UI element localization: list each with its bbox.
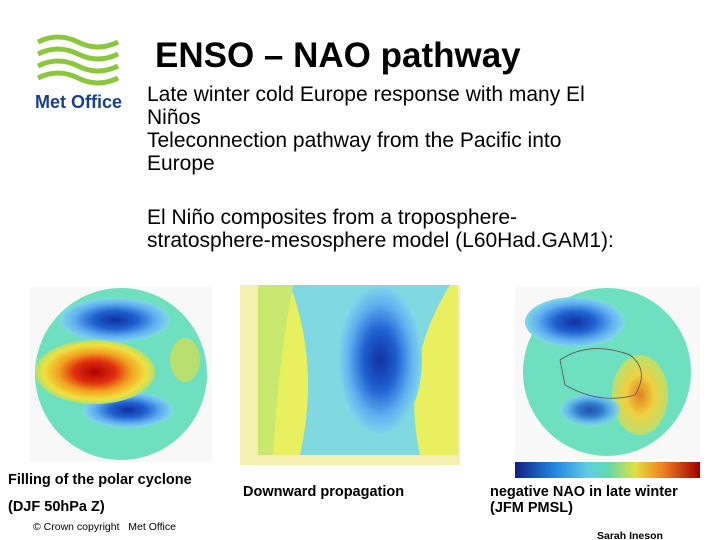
- caption: negative NAO in late winter: [490, 484, 678, 500]
- subcaption: (JFM PMSL): [490, 500, 573, 516]
- caption: Downward propagation: [243, 484, 405, 500]
- map-right: [515, 287, 700, 460]
- title: ENSO – NAO pathway: [155, 36, 521, 75]
- logo-text: Met Office: [35, 92, 123, 112]
- colorbar: [515, 462, 700, 478]
- author: Sarah Ineson: [597, 530, 663, 540]
- map-left: [30, 287, 212, 462]
- copyright: © Crown copyright Met Office: [33, 521, 176, 533]
- map-middle: [240, 285, 460, 465]
- caption: Filling of the polar cyclone: [8, 472, 192, 488]
- bullet: Teleconnection pathway from the Pacific …: [147, 129, 568, 175]
- intro: El Niño composites from a troposphere-st…: [147, 206, 614, 252]
- bullet: Late winter cold Europe response with ma…: [147, 83, 591, 129]
- subcaption: (DJF 50hPa Z): [8, 499, 105, 515]
- logo-waves: [36, 34, 120, 86]
